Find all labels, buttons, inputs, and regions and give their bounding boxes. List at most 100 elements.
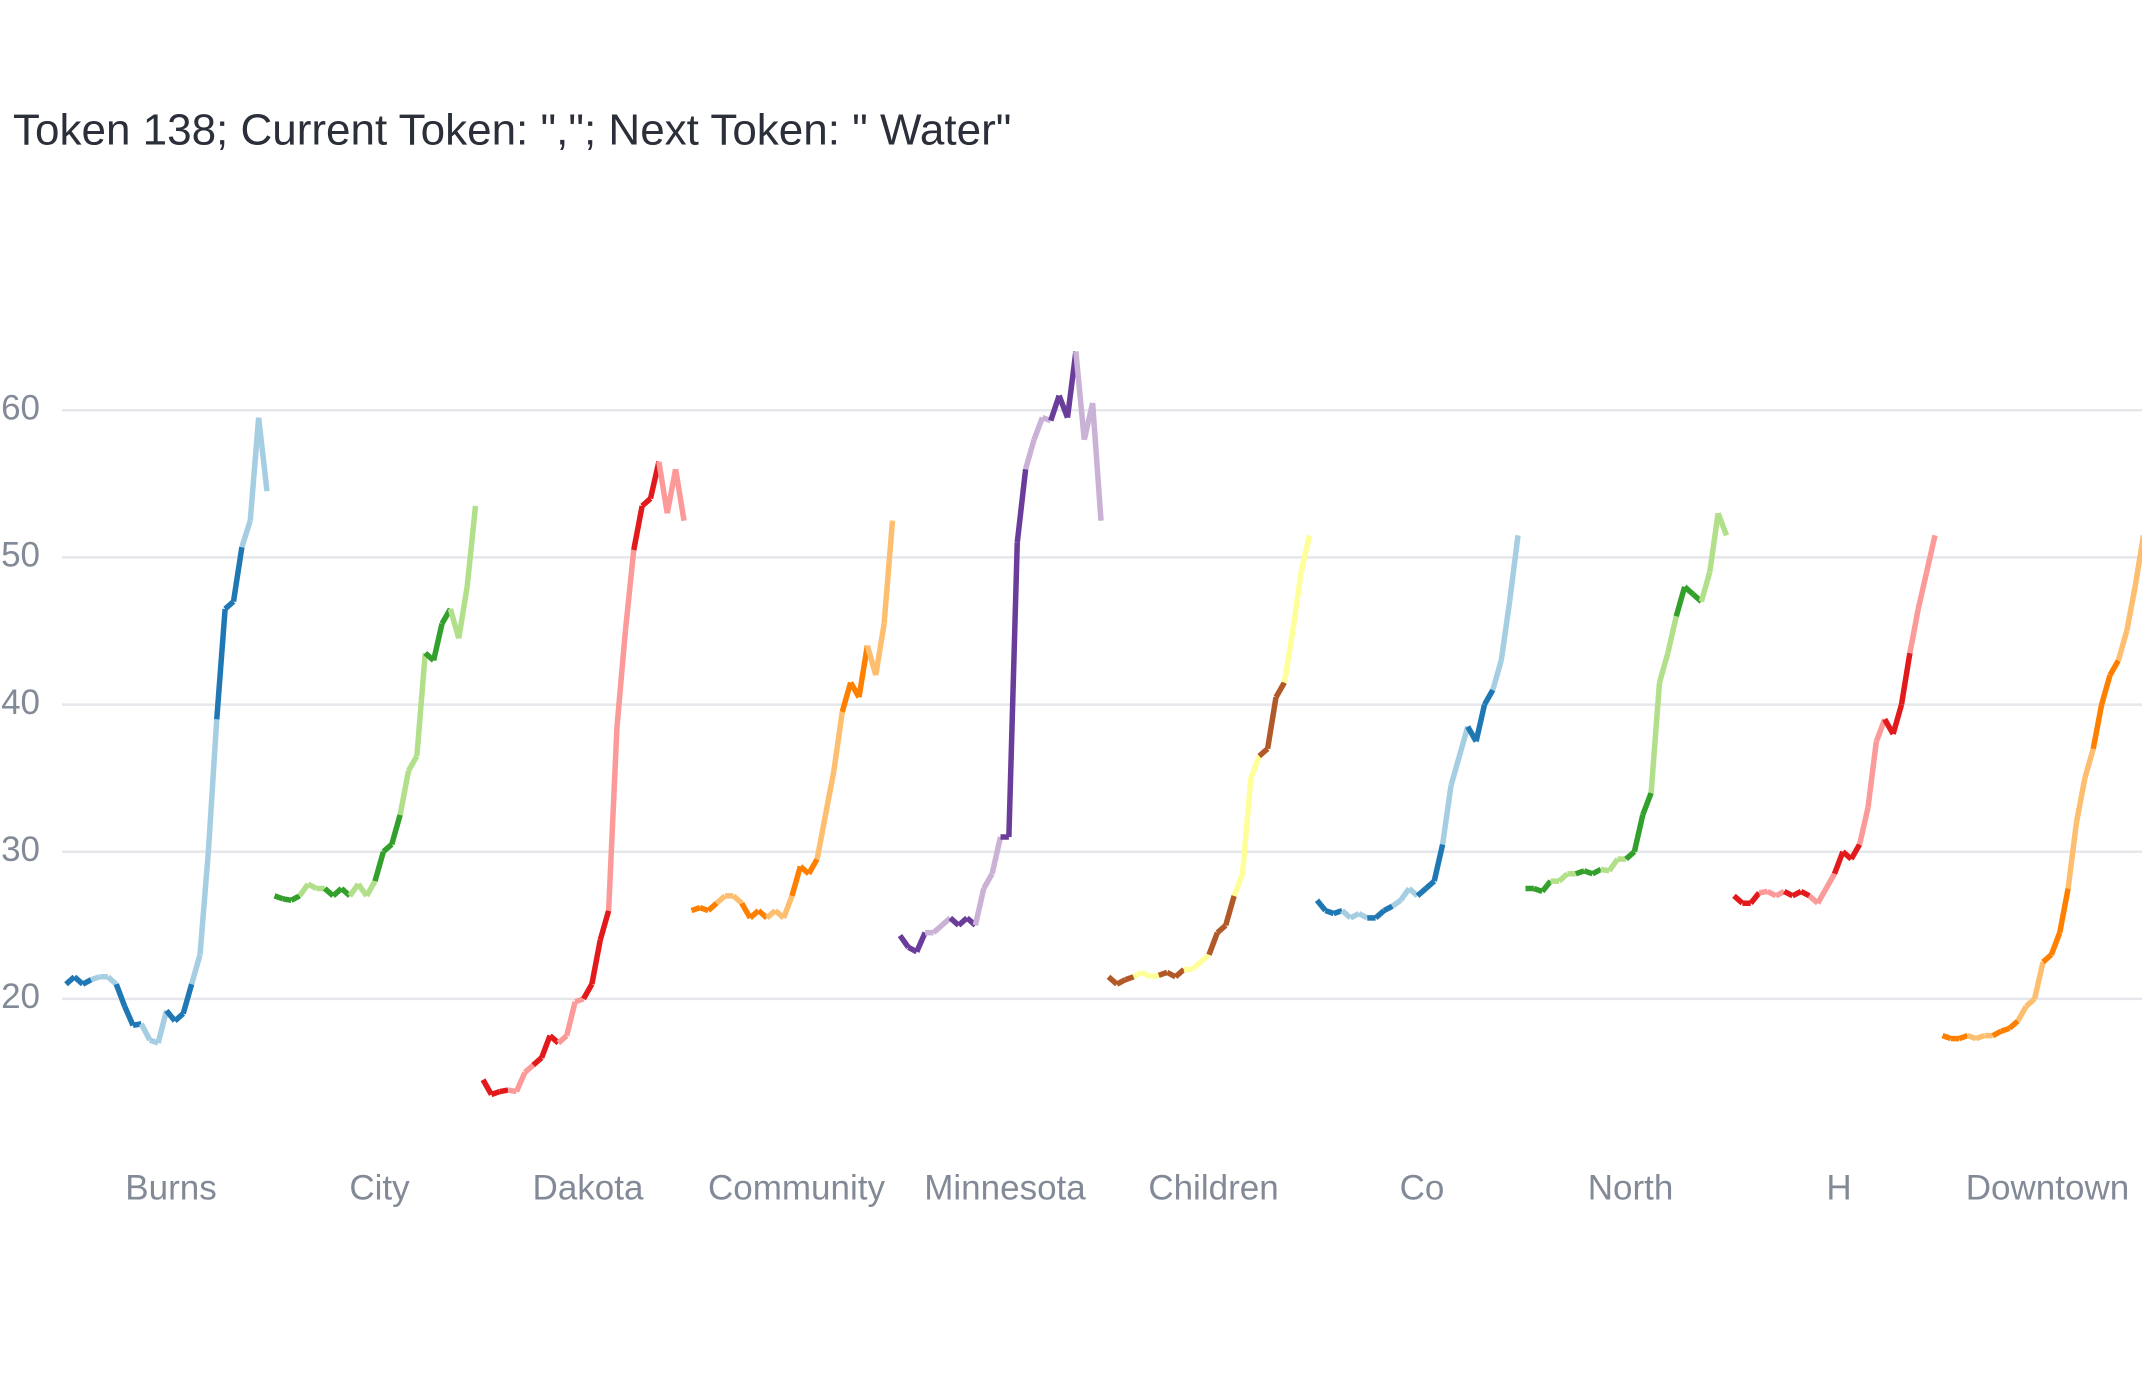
line-segment [814, 814, 829, 860]
line-segment [2124, 586, 2138, 632]
line-segment [581, 982, 595, 1001]
line-segment [2065, 821, 2080, 889]
line-segment [1165, 969, 1177, 980]
line-segment [1732, 893, 1745, 906]
line-segment [2048, 931, 2063, 956]
line-segment [914, 931, 928, 953]
line-segment [2015, 1004, 2029, 1023]
line-segment [1298, 534, 1313, 573]
line-segment [297, 882, 311, 898]
line-segment [1890, 703, 1905, 735]
line-segment [1631, 814, 1646, 853]
line-segment [113, 983, 128, 1008]
line-segment [1532, 885, 1544, 895]
line-segment [255, 417, 270, 492]
line-segment [806, 857, 820, 876]
line-segment [499, 1087, 509, 1095]
x-tick-label: Dakota [533, 1168, 644, 1207]
line-segment [1424, 879, 1437, 891]
line-segment [881, 520, 896, 624]
line-segment [1748, 891, 1762, 905]
line-segment [1281, 630, 1296, 683]
line-segment [739, 901, 753, 920]
line-segment [765, 908, 778, 920]
line-segment [180, 983, 195, 1015]
line-segment [1991, 1028, 2003, 1039]
line-segment [1173, 967, 1186, 979]
line-segment [714, 893, 727, 906]
line-segment [306, 881, 318, 891]
line-segment [597, 909, 612, 941]
line-segment [1048, 394, 1062, 422]
line-segment [873, 623, 887, 676]
line-segment [1490, 659, 1504, 691]
line-segment [1473, 703, 1488, 742]
line-segment [331, 886, 344, 898]
line-segment [1583, 868, 1594, 877]
line-segment [188, 953, 203, 985]
line-segment [972, 887, 987, 926]
line-segment [1456, 725, 1471, 757]
line-segment [1257, 746, 1270, 759]
line-segment [640, 496, 653, 508]
line-segment [622, 549, 637, 632]
line-segment [1915, 571, 1930, 610]
line-segment [1715, 512, 1730, 537]
line-segment [2082, 747, 2096, 779]
line-segment [372, 850, 387, 882]
line-segment [1073, 351, 1087, 440]
y-tick-label: 60 [1, 389, 40, 428]
line-segment [2007, 1018, 2020, 1031]
line-segment [1273, 681, 1287, 699]
line-segment [389, 814, 403, 846]
line-segment [81, 977, 93, 987]
line-segment [1340, 908, 1353, 920]
line-segment [856, 645, 871, 698]
x-tick-label: Community [708, 1168, 885, 1207]
x-tick-label: Minnesota [924, 1168, 1086, 1207]
line-segment [548, 1033, 561, 1046]
line-segment [1574, 868, 1586, 877]
line-segment [490, 1088, 501, 1098]
line-segment [1290, 571, 1304, 632]
line-segment [1907, 608, 1921, 654]
line-segment [672, 468, 687, 522]
line-segment [690, 905, 701, 914]
line-segment [631, 505, 645, 551]
line-segment [706, 901, 719, 913]
line-segment [155, 1009, 170, 1044]
x-tick-label: Burns [125, 1168, 216, 1207]
line-segment [1898, 652, 1913, 706]
line-segment [1506, 535, 1521, 602]
line-segment [897, 933, 911, 949]
line-segment [1223, 895, 1237, 927]
line-segment [1231, 872, 1246, 897]
line-segment [1591, 866, 1603, 877]
x-tick-label: City [349, 1168, 410, 1207]
line-segment [1390, 898, 1403, 909]
line-segment [1607, 857, 1620, 873]
x-tick-label: North [1588, 1168, 1674, 1207]
x-tick-label: H [1826, 1168, 1851, 1207]
line-segment [289, 893, 301, 903]
line-segment [1941, 1033, 1952, 1042]
x-tick-label: Co [1400, 1168, 1445, 1207]
chart-title: Token 138; Current Token: ","; Next Toke… [13, 106, 1011, 155]
line-segment [397, 770, 412, 816]
line-segment [940, 915, 953, 928]
line-segment [1673, 586, 1688, 618]
line-segment [981, 872, 995, 890]
line-segment [230, 546, 245, 602]
line-segment [574, 996, 585, 1005]
line-segment [239, 519, 253, 548]
line-segment [614, 630, 629, 727]
line-segment [523, 1063, 536, 1075]
line-segment [480, 1078, 494, 1096]
line-segment [1600, 866, 1610, 874]
line-segment [1149, 972, 1160, 980]
line-segment [1831, 850, 1846, 875]
line-segment [781, 894, 795, 919]
line-segment [2073, 777, 2088, 823]
line-segment [430, 623, 445, 662]
y-tick-label: 30 [1, 830, 40, 869]
